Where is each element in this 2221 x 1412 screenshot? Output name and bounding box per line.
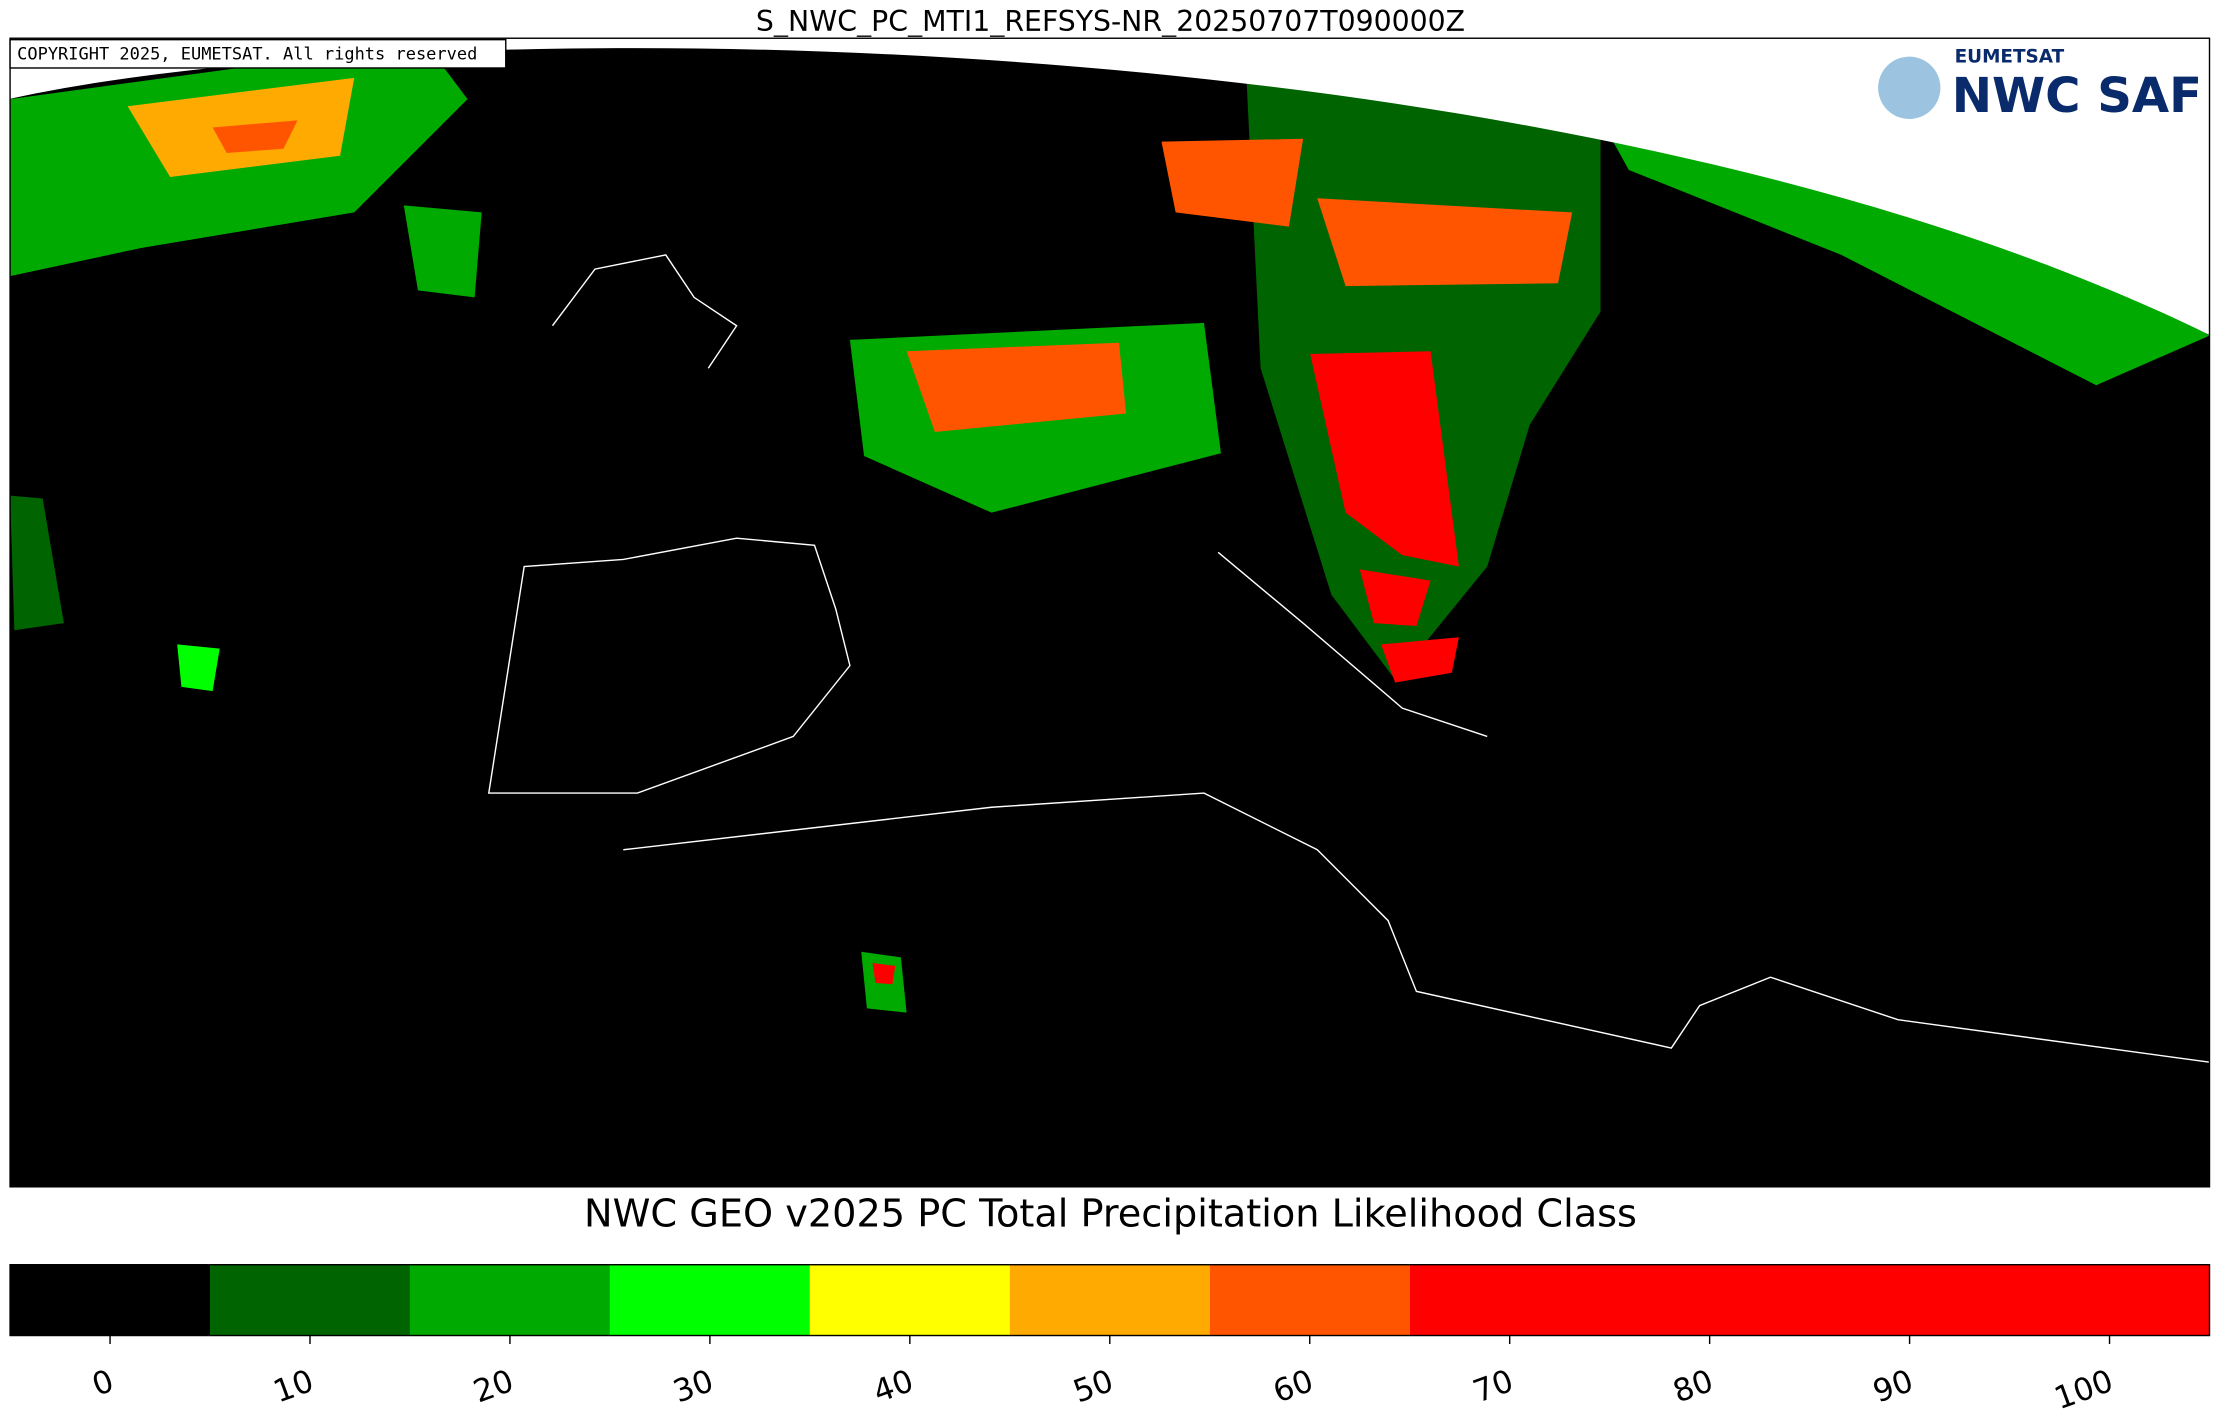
colorbar-segment [1409,1264,2210,1336]
cloud-area [177,644,220,692]
cloud-area [1310,351,1459,567]
logo-agency: EUMETSAT [1955,46,2065,67]
title: S_NWC_PC_MTI1_REFSYS-NR_20250707T090000Z [756,5,1465,38]
logo-product: NWC SAF [1952,68,2202,124]
copyright: COPYRIGHT 2025, EUMETSAT. All rights res… [17,44,477,64]
coastline [487,537,851,794]
cloud-area [1359,569,1431,626]
tick-label: 70 [1469,1363,1519,1410]
tick-label: 100 [2050,1363,2118,1412]
colorbar-segment [809,1264,1010,1336]
tick-label: 30 [669,1363,719,1410]
tick-label: 40 [869,1363,919,1410]
colorbar-segment [409,1264,610,1336]
colorbar-title: NWC GEO v2025 PC Total Precipitation Lik… [584,1192,1637,1236]
cloud-area [1161,138,1304,227]
cloud-area [1317,198,1573,287]
map: COPYRIGHT 2025, EUMETSAT. All rights res… [8,36,2211,1188]
tick-label: 50 [1069,1363,1119,1410]
coastlines [487,254,2210,1063]
tick-label: 10 [269,1363,319,1410]
tick-label: 80 [1668,1363,1718,1410]
coastline [1217,551,1488,738]
colorbar-segment [609,1264,810,1336]
colorbar: 0 10 20 30 40 50 60 70 80 90 100 [9,1264,2211,1412]
cloud-area [212,120,298,153]
coastline [623,792,2210,1063]
logo: EUMETSAT NWC SAF [1878,46,2202,124]
colorbar-segment [210,1264,410,1336]
tick-label: 60 [1269,1363,1319,1410]
cloud-area [872,963,896,985]
tick-label: 20 [469,1363,519,1410]
space-mask [8,36,2211,336]
cloud-area [403,205,482,298]
colorbar-segment [10,1264,211,1336]
map-frame [9,37,2211,1188]
colorbar-segment [1009,1264,1210,1336]
coastline [551,254,738,369]
tick-label: 90 [1868,1363,1918,1410]
cloud-area [1381,637,1459,683]
colorbar-segment [1209,1264,1410,1336]
tick-label: 0 [88,1363,119,1404]
logo-icon [1878,56,1941,119]
cloud-area [906,342,1127,432]
cloud-area [10,495,64,631]
copyright-box [9,38,507,69]
